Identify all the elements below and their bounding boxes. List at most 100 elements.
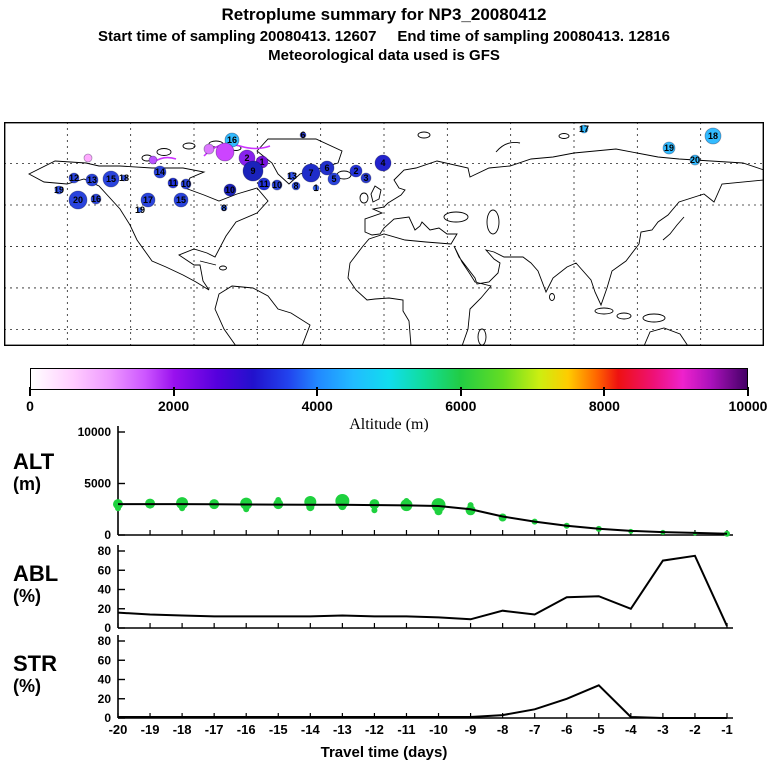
plume-marker (173, 192, 189, 208)
arctic-island (182, 142, 196, 150)
arctic-island (558, 133, 570, 139)
y-tick-label: 5000 (84, 477, 111, 491)
plume-marker-label: 2 (353, 166, 358, 176)
altitude-dot (179, 505, 186, 512)
y-tick-label: 0 (104, 528, 111, 542)
plume-marker-label: 12 (69, 173, 79, 183)
plume-marker-label: 5 (331, 174, 336, 184)
plume-marker (704, 127, 722, 145)
coastline-ireland (359, 192, 369, 204)
plume-marker-label: 11 (168, 178, 178, 188)
x-tick-label: -19 (141, 722, 160, 737)
plume-marker-label: 16 (227, 135, 237, 145)
plume-marker-label: 20 (73, 195, 83, 205)
plume-marker-label: 18 (708, 131, 718, 141)
x-tick-label: -6 (561, 722, 573, 737)
plume-marker-label: 8 (221, 203, 226, 213)
x-tick-label: -1 (721, 722, 733, 737)
x-tick-label: -9 (465, 722, 477, 737)
coastline-japan (662, 216, 685, 241)
x-tick-label: -11 (397, 722, 415, 737)
plume-marker (299, 131, 307, 139)
met-data-line: Meteorological data used is GFS (268, 47, 500, 64)
abl-axis-title: ABL (%) (13, 562, 83, 608)
altitude-dot (467, 502, 474, 509)
abl-line (117, 554, 728, 627)
plume-marker (90, 193, 102, 205)
coastline-north-america (28, 160, 269, 291)
x-tick-label: -8 (497, 722, 509, 737)
plume-marker (319, 160, 335, 176)
plume-marker-label: 6 (300, 130, 305, 140)
colorbar-tick-label: 6000 (445, 398, 477, 414)
str-axis-title: STR (%) (13, 652, 83, 698)
altitude-dot (434, 507, 443, 516)
plume-marker-label: 19 (54, 185, 64, 195)
plume-marker (167, 177, 179, 189)
alt-line (118, 503, 728, 535)
plume-marker (374, 154, 392, 172)
plume-marker (148, 155, 158, 165)
coastline-britain (370, 185, 382, 203)
y-tick-label: 60 (98, 653, 112, 667)
plume-marker (68, 190, 88, 210)
plume-marker-label: 10 (272, 180, 282, 190)
plume-marker-label: 17 (143, 195, 153, 205)
x-tick-label: -13 (333, 722, 352, 737)
altitude-dot (403, 498, 410, 505)
altitude-dot (338, 502, 347, 511)
colorbar-tick (603, 387, 606, 396)
altitude-dot (275, 496, 282, 503)
altitude-dot (176, 497, 189, 510)
colorbar-tick (316, 387, 319, 396)
x-tick-label: -18 (173, 722, 192, 737)
x-tick-label: -12 (365, 722, 384, 737)
colorbar-tick (747, 387, 749, 396)
y-tick-label: 80 (98, 634, 112, 648)
plume-marker (662, 141, 676, 155)
plume-marker (220, 204, 228, 212)
plume-marker-label: 1 (313, 183, 318, 193)
y-tick-label: 0 (104, 621, 111, 635)
colorbar-caption: Altitude (m) (349, 416, 429, 433)
abl-axis-unit: (%) (13, 586, 41, 606)
plume-marker-label: 19 (664, 143, 674, 153)
colorbar-tick (172, 387, 175, 396)
sampling-times: Start time of sampling 20080413. 12607 E… (98, 28, 670, 45)
plume-marker-label: 18 (119, 173, 129, 183)
y-tick-label: 20 (98, 692, 112, 706)
altitude-dot (371, 507, 378, 514)
plume-marker (153, 165, 167, 179)
plume-marker (301, 163, 321, 183)
x-tick-label: -5 (593, 722, 605, 737)
abl-axis-name: ABL (13, 561, 59, 586)
y-tick-label: 40 (98, 583, 112, 597)
coastline-cuba (199, 260, 217, 266)
arctic-island (156, 148, 172, 156)
plume-marker-label: 2 (244, 153, 249, 163)
colorbar-block: 0 2000 4000 6000 8000 10000 Altitude (m) (26, 368, 767, 434)
plume-marker (215, 142, 235, 162)
plume-marker (360, 172, 372, 184)
colorbar-tick-label: 4000 (301, 398, 333, 414)
plume-marker-label: 10 (225, 185, 235, 195)
y-tick-label: 60 (98, 563, 112, 577)
figure-title: Retroplume summary for NP3_20080412 (221, 5, 547, 24)
x-tick-label: -15 (269, 722, 288, 737)
plume-marker (312, 184, 320, 192)
island (642, 313, 666, 323)
x-tick-label: -4 (625, 722, 637, 737)
plume-marker (223, 183, 237, 197)
plume-marker-label: 14 (155, 167, 165, 177)
altitude-dot (724, 530, 730, 537)
plume-marker (579, 124, 589, 134)
plume-marker (271, 179, 283, 191)
alt-axis-unit: (m) (13, 474, 41, 494)
plume-marker (291, 181, 301, 191)
island (616, 312, 632, 320)
str-line (118, 684, 727, 719)
panel-alt: 0 5000 10000 (78, 425, 733, 542)
y-tick-label: 10000 (78, 425, 112, 439)
str-axis-unit: (%) (13, 676, 41, 696)
colorbar (30, 368, 748, 390)
